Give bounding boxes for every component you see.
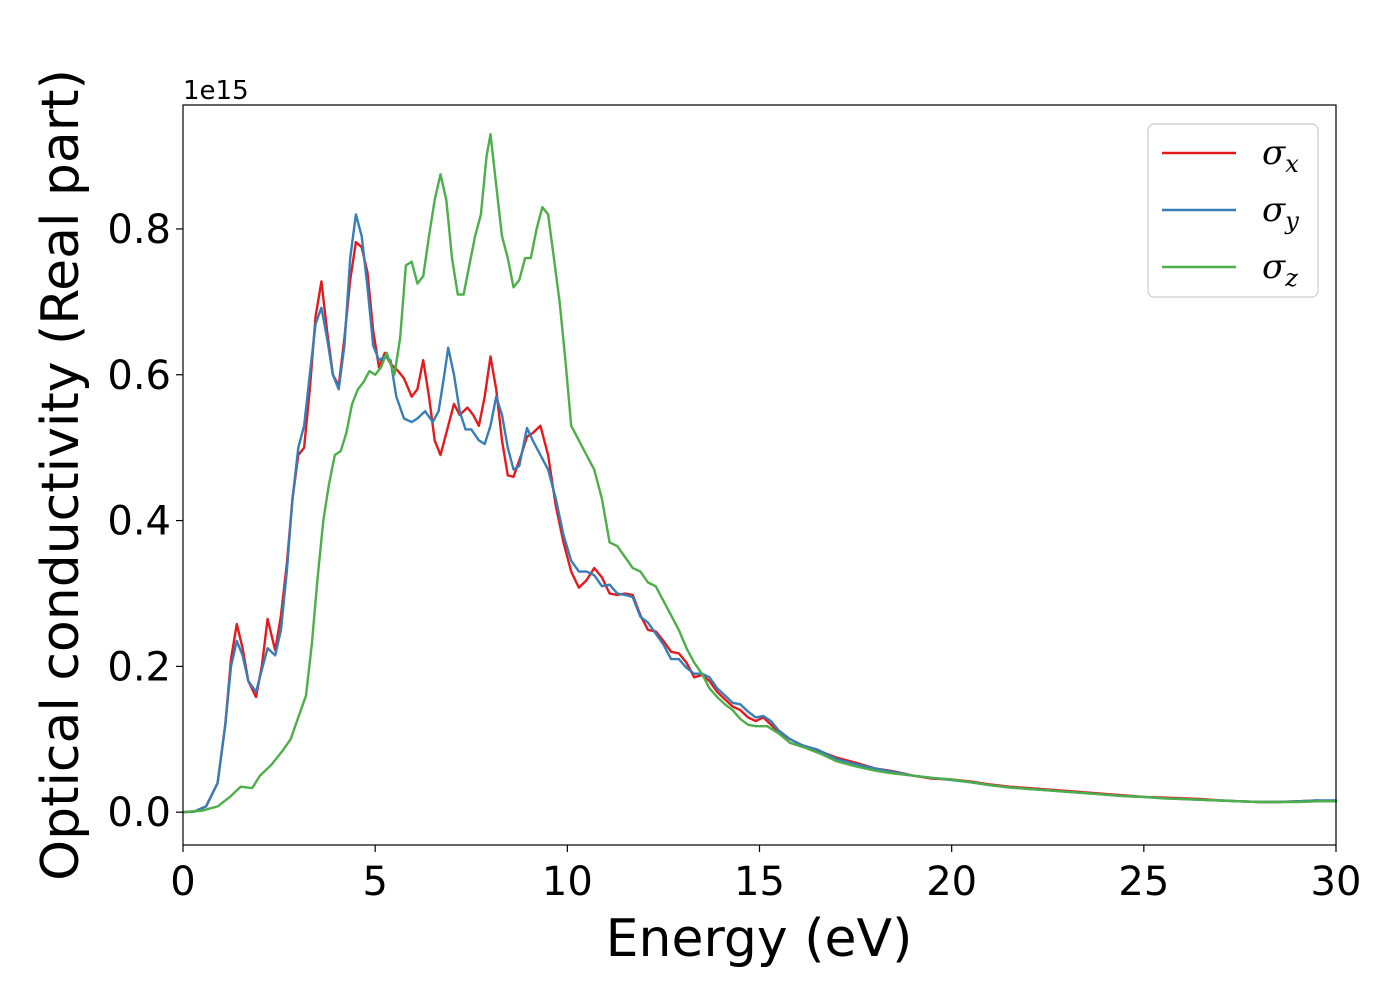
y-tick-label: 0.2: [107, 644, 171, 690]
x-axis-title: Energy (eV): [606, 909, 913, 969]
series-layer: [181, 133, 1338, 814]
plot-background: [183, 105, 1336, 845]
legend-label-x: σx: [1262, 133, 1299, 178]
x-tick-label: 20: [926, 859, 977, 905]
y-axis: 0.0 0.2 0.4 0.6 0.8: [107, 207, 183, 836]
x-tick-label: 0: [170, 859, 195, 905]
x-axis: 0 5 10 15 20 25 30: [170, 845, 1361, 905]
legend: σx σy σz: [1147, 123, 1319, 298]
legend-label-z: σz: [1262, 247, 1298, 292]
y-offset-label: 1e15: [183, 76, 249, 106]
y-tick-label: 0.6: [107, 353, 171, 399]
x-tick-label: 10: [542, 859, 593, 905]
y-axis-title: Optical conductivity (Real part): [31, 69, 91, 881]
series-line-z: [181, 133, 1338, 814]
x-tick-label: 30: [1311, 859, 1362, 905]
x-tick-label: 25: [1118, 859, 1169, 905]
y-tick-label: 0.4: [107, 499, 171, 545]
x-tick-label: 5: [362, 859, 387, 905]
y-tick-label: 0.0: [107, 790, 171, 836]
y-tick-label: 0.8: [107, 207, 171, 253]
x-tick-label: 15: [734, 859, 785, 905]
legend-label-y: σy: [1262, 190, 1299, 235]
